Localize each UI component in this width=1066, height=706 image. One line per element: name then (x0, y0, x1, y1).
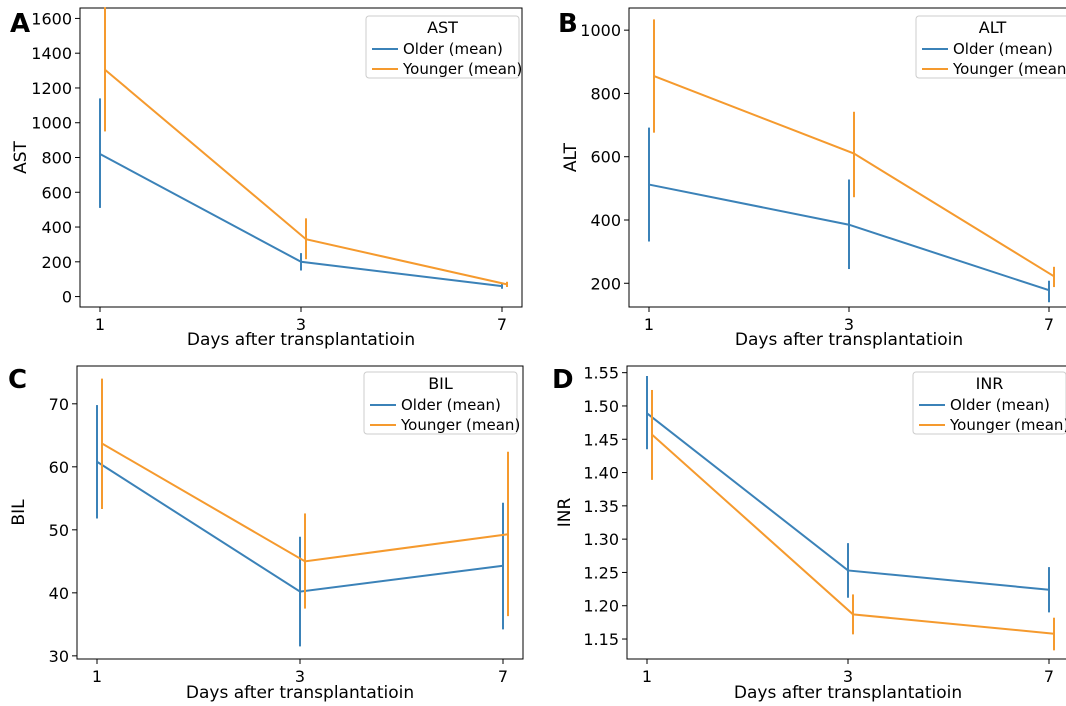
legend: ALT Older (mean) Younger (mean) (915, 15, 1066, 79)
panel-letter: C (8, 365, 27, 395)
legend: AST Older (mean) Younger (mean) (365, 15, 522, 79)
legend-entry: Older (mean) (953, 40, 1053, 58)
y-tick-label: 1.50 (583, 397, 619, 416)
panel-letter: D (552, 365, 574, 395)
y-tick-label: 1.35 (583, 497, 619, 516)
legend-entry: Older (mean) (950, 396, 1050, 414)
x-tick-label: 3 (295, 667, 305, 686)
x-tick-label: 7 (497, 315, 507, 334)
y-tick-label: 40 (49, 584, 69, 603)
legend-entry: Younger (mean) (402, 60, 522, 78)
y-tick-label: 400 (590, 211, 621, 230)
x-axis-label: Days after transplantatioin (734, 683, 962, 703)
y-tick-label: 70 (49, 395, 69, 414)
panel-c: C 30 40 50 60 70 1 3 7 Days after transplantatioi… (8, 365, 524, 703)
y-tick-label: 1.55 (583, 364, 619, 383)
y-tick-label: 1.20 (583, 597, 619, 616)
x-axis-label: Days after transplantatioin (186, 683, 414, 703)
y-axis-label: ALT (561, 142, 581, 172)
legend-entry: Older (mean) (403, 40, 503, 58)
legend-title: ALT (979, 18, 1007, 37)
x-tick-label: 1 (95, 315, 105, 334)
legend-entry: Younger (mean) (400, 416, 520, 434)
y-tick-label: 400 (41, 218, 72, 237)
x-tick-label: 7 (1044, 315, 1054, 334)
x-tick-label: 1 (644, 315, 654, 334)
legend-title: AST (427, 18, 458, 37)
y-tick-label: 1.40 (583, 464, 619, 483)
legend: BIL Older (mean) Younger (mean) (363, 371, 520, 435)
legend-box (365, 15, 520, 79)
y-tick-label: 800 (41, 149, 72, 168)
y-tick-label: 1.45 (583, 430, 619, 449)
legend-title: BIL (428, 374, 453, 393)
y-tick-label: 200 (590, 274, 621, 293)
y-tick-label: 800 (590, 84, 621, 103)
y-tick-label: 0 (62, 288, 72, 307)
y-tick-label: 200 (41, 253, 72, 272)
y-tick-label: 600 (590, 148, 621, 167)
x-tick-label: 3 (844, 315, 854, 334)
x-tick-label: 1 (642, 667, 652, 686)
y-tick-label: 1600 (31, 9, 72, 28)
legend-entry: Younger (mean) (949, 416, 1066, 434)
panel-letter: B (558, 9, 578, 39)
x-axis-label: Days after transplantatioin (735, 330, 963, 350)
x-tick-label: 3 (843, 667, 853, 686)
panel-b: B 200 400 600 800 1000 1 3 7 Days after transplan… (558, 7, 1066, 350)
x-tick-label: 7 (498, 667, 508, 686)
x-axis-label: Days after transplantatioin (187, 330, 415, 350)
y-axis-label: INR (555, 498, 575, 528)
y-tick-label: 1.15 (583, 630, 619, 649)
y-tick-label: 600 (41, 183, 72, 202)
y-tick-label: 1.30 (583, 530, 619, 549)
legend-box (363, 371, 518, 435)
panel-letter: A (10, 9, 30, 39)
y-tick-label: 1000 (580, 21, 621, 40)
panel-a: A 0 200 400 600 800 1000 1200 1400 1600 1 3 7 Days af… (10, 7, 523, 350)
y-axis-label: BIL (9, 499, 29, 526)
y-axis-label: AST (11, 140, 31, 173)
y-tick-label: 60 (49, 458, 69, 477)
legend-box (915, 15, 1066, 79)
y-tick-label: 30 (49, 647, 69, 666)
y-tick-label: 1400 (31, 44, 72, 63)
legend: INR Older (mean) Younger (mean) (912, 371, 1066, 435)
legend-title: INR (976, 374, 1004, 393)
y-tick-label: 1000 (31, 114, 72, 133)
x-tick-label: 1 (92, 667, 102, 686)
y-tick-label: 50 (49, 521, 69, 540)
legend-entry: Older (mean) (401, 396, 501, 414)
y-tick-label: 1.25 (583, 563, 619, 582)
x-tick-label: 3 (296, 315, 306, 334)
panel-d: D 1.15 1.20 1.25 1.30 1.35 1.40 1.45 1.50 1.55 1 3 7… (552, 364, 1066, 703)
x-tick-label: 7 (1044, 667, 1054, 686)
legend-box (912, 371, 1066, 435)
y-tick-label: 1200 (31, 79, 72, 98)
legend-entry: Younger (mean) (952, 60, 1066, 78)
